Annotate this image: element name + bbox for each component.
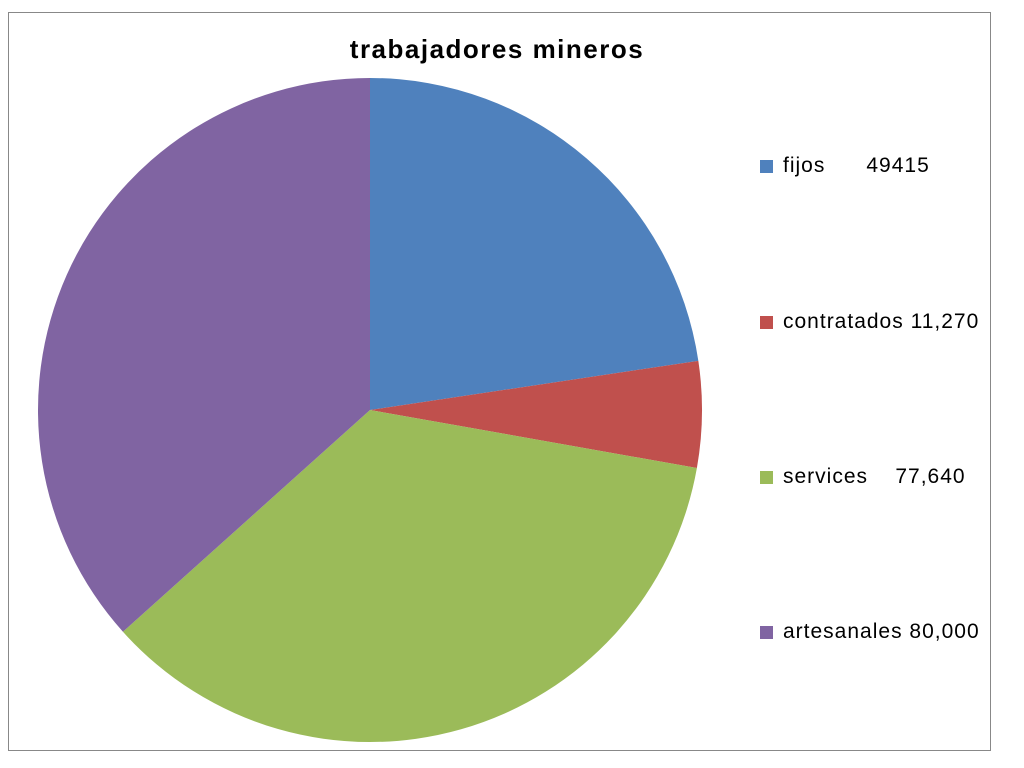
legend-label: fijos 49415 [783,154,930,177]
legend-swatch [760,316,773,329]
legend-swatch [760,626,773,639]
chart-frame [8,12,991,751]
legend-label: services 77,640 [783,465,966,488]
legend-swatch [760,160,773,173]
legend-label: artesanales 80,000 [783,620,980,643]
pie-slice [370,360,702,469]
pie-slice [370,78,699,410]
legend-label: contratados 11,270 [783,310,980,333]
pie-slice [38,78,370,632]
legend-swatch [760,471,773,484]
pie-slice [122,410,697,742]
chart-title: trabajadores mineros [349,34,645,64]
